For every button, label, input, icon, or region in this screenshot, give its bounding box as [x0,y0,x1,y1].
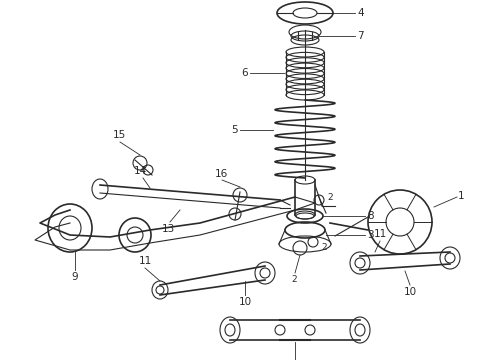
Text: 5: 5 [231,125,238,135]
Text: 15: 15 [112,130,125,140]
Text: 11: 11 [138,256,151,266]
Text: 7: 7 [357,31,364,41]
Text: 4: 4 [357,8,364,18]
Text: 8: 8 [367,211,374,221]
Text: 13: 13 [161,224,174,234]
Text: 16: 16 [215,169,228,179]
Text: 9: 9 [72,272,78,282]
Text: 14: 14 [133,166,147,176]
Text: 10: 10 [403,287,416,297]
Text: 11: 11 [373,229,387,239]
Text: 1: 1 [458,191,465,201]
Text: 10: 10 [239,297,251,307]
Text: 2: 2 [327,193,333,202]
Text: 6: 6 [242,68,248,78]
Text: 2: 2 [291,275,297,284]
Text: 3: 3 [367,230,374,240]
Text: 2: 2 [321,243,327,252]
